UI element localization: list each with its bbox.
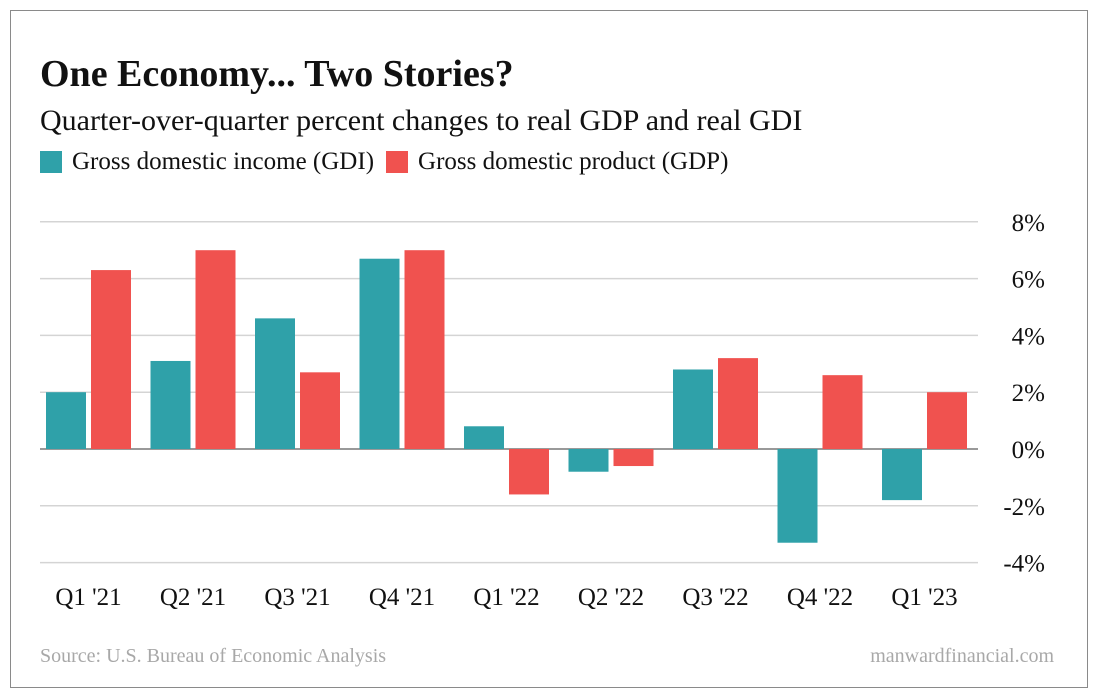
- y-tick-label: 2%: [1012, 380, 1045, 407]
- x-tick-label: Q4 '22: [787, 584, 853, 611]
- bar-gdp: [404, 250, 445, 449]
- bar-gdi: [673, 369, 713, 449]
- y-tick-label: 6%: [1012, 267, 1045, 294]
- bar-gdp: [822, 375, 863, 449]
- y-tick-label: 0%: [1012, 437, 1045, 464]
- x-tick-label: Q1 '22: [473, 584, 539, 611]
- legend-swatch-gdp: [386, 151, 409, 173]
- bar-gdp: [718, 358, 758, 449]
- x-tick-label: Q2 '22: [578, 584, 644, 611]
- credit: manwardfinancial.com: [870, 645, 1054, 667]
- bar-gdi: [46, 392, 86, 449]
- legend-swatch-gdi: [40, 151, 62, 173]
- y-tick-label: 4%: [1012, 323, 1045, 350]
- legend-label-gdi: Gross domestic income (GDI): [72, 148, 375, 175]
- bar-gdp: [509, 449, 549, 495]
- bar-gdp: [613, 449, 654, 467]
- legend-item-gdi: Gross domestic income (GDI): [40, 148, 374, 176]
- legend-label-gdp: Gross domestic product (GDP): [418, 148, 729, 175]
- bar-gdi: [464, 426, 504, 449]
- bar-gdp: [300, 372, 340, 449]
- bar-gdi: [777, 449, 818, 543]
- bar-gdp: [91, 270, 131, 449]
- bar-gdi: [359, 258, 400, 449]
- x-tick-label: Q1 '23: [891, 584, 957, 611]
- bar-gdi: [568, 449, 609, 472]
- source-note: Source: U.S. Bureau of Economic Analysis: [40, 645, 387, 667]
- legend: Gross domestic income (GDI) Gross domest…: [40, 148, 740, 176]
- bar-gdi: [255, 318, 295, 449]
- x-tick-label: Q3 '22: [682, 584, 748, 611]
- y-tick-label: -4%: [1003, 551, 1045, 578]
- bar-gdi: [882, 449, 922, 501]
- legend-item-gdp: Gross domestic product (GDP): [386, 148, 728, 176]
- y-tick-label: -2%: [1003, 494, 1045, 521]
- x-tick-label: Q2 '21: [160, 584, 226, 611]
- chart-title: One Economy... Two Stories?: [40, 53, 514, 95]
- bar-gdi: [150, 360, 191, 449]
- x-tick-label: Q3 '21: [264, 584, 330, 611]
- x-tick-label: Q1 '21: [55, 584, 121, 611]
- x-tick-label: Q4 '21: [369, 584, 435, 611]
- y-tick-label: 8%: [1012, 210, 1045, 237]
- chart-frame: [10, 10, 1088, 688]
- bar-gdp: [195, 250, 236, 449]
- bar-gdp: [927, 392, 967, 449]
- chart-subtitle: Quarter-over-quarter percent changes to …: [40, 104, 803, 137]
